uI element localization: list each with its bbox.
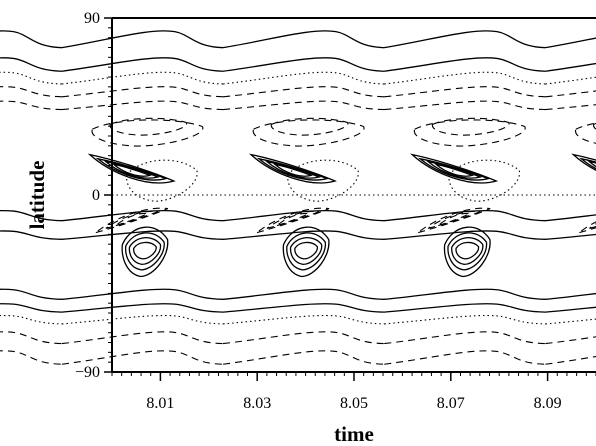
x-axis-ticks: 8.01 8.03 8.05 8.07 8.09 xyxy=(111,372,596,412)
contour-equatorial-cell xyxy=(410,153,499,184)
x-axis-label: time xyxy=(334,422,374,446)
contour-band xyxy=(0,331,596,345)
x-tick-label: 8.09 xyxy=(534,395,562,412)
contour-band xyxy=(0,100,596,111)
contour-equatorial-cell xyxy=(433,163,475,177)
contour-south-cell xyxy=(447,232,488,271)
contour-dashed-tongue xyxy=(427,210,481,229)
y-tick-label: 0 xyxy=(92,187,100,204)
contour-south-cell xyxy=(455,241,480,260)
contour-north-dashed-cell xyxy=(413,119,526,147)
contour-band xyxy=(0,57,596,72)
contour-dashed-tongue xyxy=(276,212,311,227)
contour-south-cell xyxy=(282,226,330,278)
y-axis-ticks: −90 0 90 xyxy=(75,10,112,381)
contour-north-dashed-cell xyxy=(109,117,187,136)
contour-lines xyxy=(0,30,596,365)
contour-band xyxy=(0,71,596,85)
y-axis-label: latitude xyxy=(25,161,49,230)
contour-equatorial-cell xyxy=(417,157,491,181)
contour-dashed-tongue xyxy=(266,210,320,229)
y-tick-label: 90 xyxy=(84,10,100,27)
contour-equatorial-cell xyxy=(264,160,322,179)
contour-dashed-tongue xyxy=(95,207,170,234)
contour-south-cell xyxy=(133,241,157,260)
contour-band xyxy=(0,350,596,365)
contour-north-dashed-cell xyxy=(91,119,204,147)
contour-north-dashed-cell xyxy=(575,122,596,144)
contour-band xyxy=(0,30,596,49)
contour-equatorial-cell xyxy=(272,163,314,177)
contour-band xyxy=(0,303,596,313)
contour-dashed-tongue xyxy=(579,221,596,234)
contour-south-cell xyxy=(289,237,323,266)
contour-dotted-cell xyxy=(287,159,359,202)
contour-equatorial-cell xyxy=(425,160,483,179)
contour-south-cell xyxy=(128,237,162,266)
contour-south-cell xyxy=(294,241,318,260)
y-tick-label: −90 xyxy=(75,364,100,381)
contour-band xyxy=(0,314,596,325)
contour-equatorial-cell xyxy=(95,157,168,181)
contour-south-cell xyxy=(125,232,165,271)
contour-equatorial-cell xyxy=(111,163,152,177)
x-tick-label: 8.07 xyxy=(437,395,465,412)
contour-equatorial-cell xyxy=(256,157,330,181)
contour-dashed-tongue xyxy=(256,207,332,234)
contour-south-cell xyxy=(286,232,326,271)
contour-band xyxy=(0,230,596,240)
contour-band xyxy=(0,86,596,98)
contour-dashed-tongue xyxy=(437,212,473,227)
contour-equatorial-cell xyxy=(248,153,337,184)
contour-south-cell xyxy=(443,226,491,278)
contour-dashed-tongue xyxy=(589,223,596,229)
contour-equatorial-cell xyxy=(87,153,176,184)
contour-north-dashed-cell xyxy=(252,119,365,147)
contour-dashed-tongue xyxy=(417,207,493,234)
contour-dashed-tongue xyxy=(105,210,159,229)
contour-north-dashed-cell xyxy=(270,117,349,136)
contour-dotted-cell xyxy=(448,159,520,202)
contour-band xyxy=(0,288,596,300)
contour-dotted-cell xyxy=(126,159,198,202)
contour-north-dashed-cell xyxy=(431,117,510,136)
contour-dashed-tongue xyxy=(115,212,150,227)
contour-south-cell xyxy=(451,237,484,266)
contour-band xyxy=(0,209,596,222)
contour-equatorial-cell xyxy=(103,160,160,179)
x-tick-label: 8.01 xyxy=(146,395,174,412)
contour-south-cell xyxy=(121,226,169,278)
x-tick-label: 8.03 xyxy=(243,395,271,412)
x-tick-label: 8.05 xyxy=(340,395,368,412)
